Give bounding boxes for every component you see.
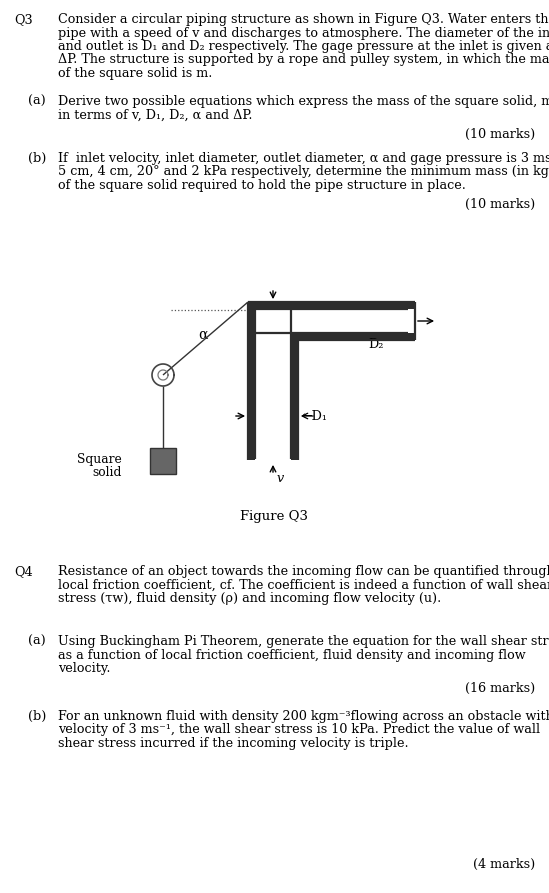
Text: Resistance of an object towards the incoming flow can be quantified through: Resistance of an object towards the inco… [58,565,549,578]
Text: Figure Q3: Figure Q3 [240,510,308,523]
Bar [255,309,291,462]
Text: pipe with a speed of v and discharges to atmosphere. The diameter of the inlet: pipe with a speed of v and discharges to… [58,27,549,39]
Text: velocity.: velocity. [58,662,110,675]
Text: of the square solid required to hold the pipe structure in place.: of the square solid required to hold the… [58,179,466,192]
Bar [255,309,408,333]
Text: of the square solid is m.: of the square solid is m. [58,67,212,80]
Text: (a): (a) [28,635,46,648]
Text: Derive two possible equations which express the mass of the square solid, m,: Derive two possible equations which expr… [58,95,549,108]
Text: (4 marks): (4 marks) [473,858,535,871]
Text: local friction coefficient, cf. The coefficient is indeed a function of wall she: local friction coefficient, cf. The coef… [58,579,549,591]
Text: velocity of 3 ms⁻¹, the wall shear stress is 10 kPa. Predict the value of wall: velocity of 3 ms⁻¹, the wall shear stres… [58,723,540,737]
Text: stress (τw), fluid density (ρ) and incoming flow velocity (u).: stress (τw), fluid density (ρ) and incom… [58,592,441,605]
Text: (b): (b) [28,152,46,165]
Text: Q4: Q4 [14,565,32,578]
Text: in terms of v, D₁, D₂, α and ΔP.: in terms of v, D₁, D₂, α and ΔP. [58,109,253,121]
Text: D₂: D₂ [368,338,383,351]
Text: If  inlet velocity, inlet diameter, outlet diameter, α and gage pressure is 3 ms: If inlet velocity, inlet diameter, outle… [58,152,549,165]
Text: Consider a circular piping structure as shown in Figure Q3. Water enters the: Consider a circular piping structure as … [58,13,549,26]
Text: ←D₁: ←D₁ [302,410,328,422]
Text: shear stress incurred if the incoming velocity is triple.: shear stress incurred if the incoming ve… [58,737,408,750]
Text: solid: solid [93,466,122,479]
Text: Q3: Q3 [14,13,32,26]
Text: (a): (a) [28,95,46,108]
Text: α: α [198,328,208,342]
Text: (b): (b) [28,710,46,723]
Text: ΔP. The structure is supported by a rope and pulley system, in which the mass: ΔP. The structure is supported by a rope… [58,54,549,66]
Bar [248,302,415,340]
Bar [255,458,291,463]
Text: and outlet is D₁ and D₂ respectively. The gage pressure at the inlet is given as: and outlet is D₁ and D₂ respectively. Th… [58,40,549,53]
Text: as a function of local friction coefficient, fluid density and incoming flow: as a function of local friction coeffici… [58,648,525,662]
Bar [248,302,298,460]
Text: (16 marks): (16 marks) [465,682,535,695]
Bar [408,309,417,333]
Text: v: v [277,472,284,485]
Text: Using Buckingham Pi Theorem, generate the equation for the wall shear stress: Using Buckingham Pi Theorem, generate th… [58,635,549,648]
Bar [150,448,176,474]
Text: Square: Square [77,453,122,466]
Text: For an unknown fluid with density 200 kgm⁻³flowing across an obstacle with a: For an unknown fluid with density 200 kg… [58,710,549,723]
Text: (10 marks): (10 marks) [465,198,535,211]
Text: 5 cm, 4 cm, 20° and 2 kPa respectively, determine the minimum mass (in kg): 5 cm, 4 cm, 20° and 2 kPa respectively, … [58,165,549,179]
Text: (10 marks): (10 marks) [465,128,535,141]
